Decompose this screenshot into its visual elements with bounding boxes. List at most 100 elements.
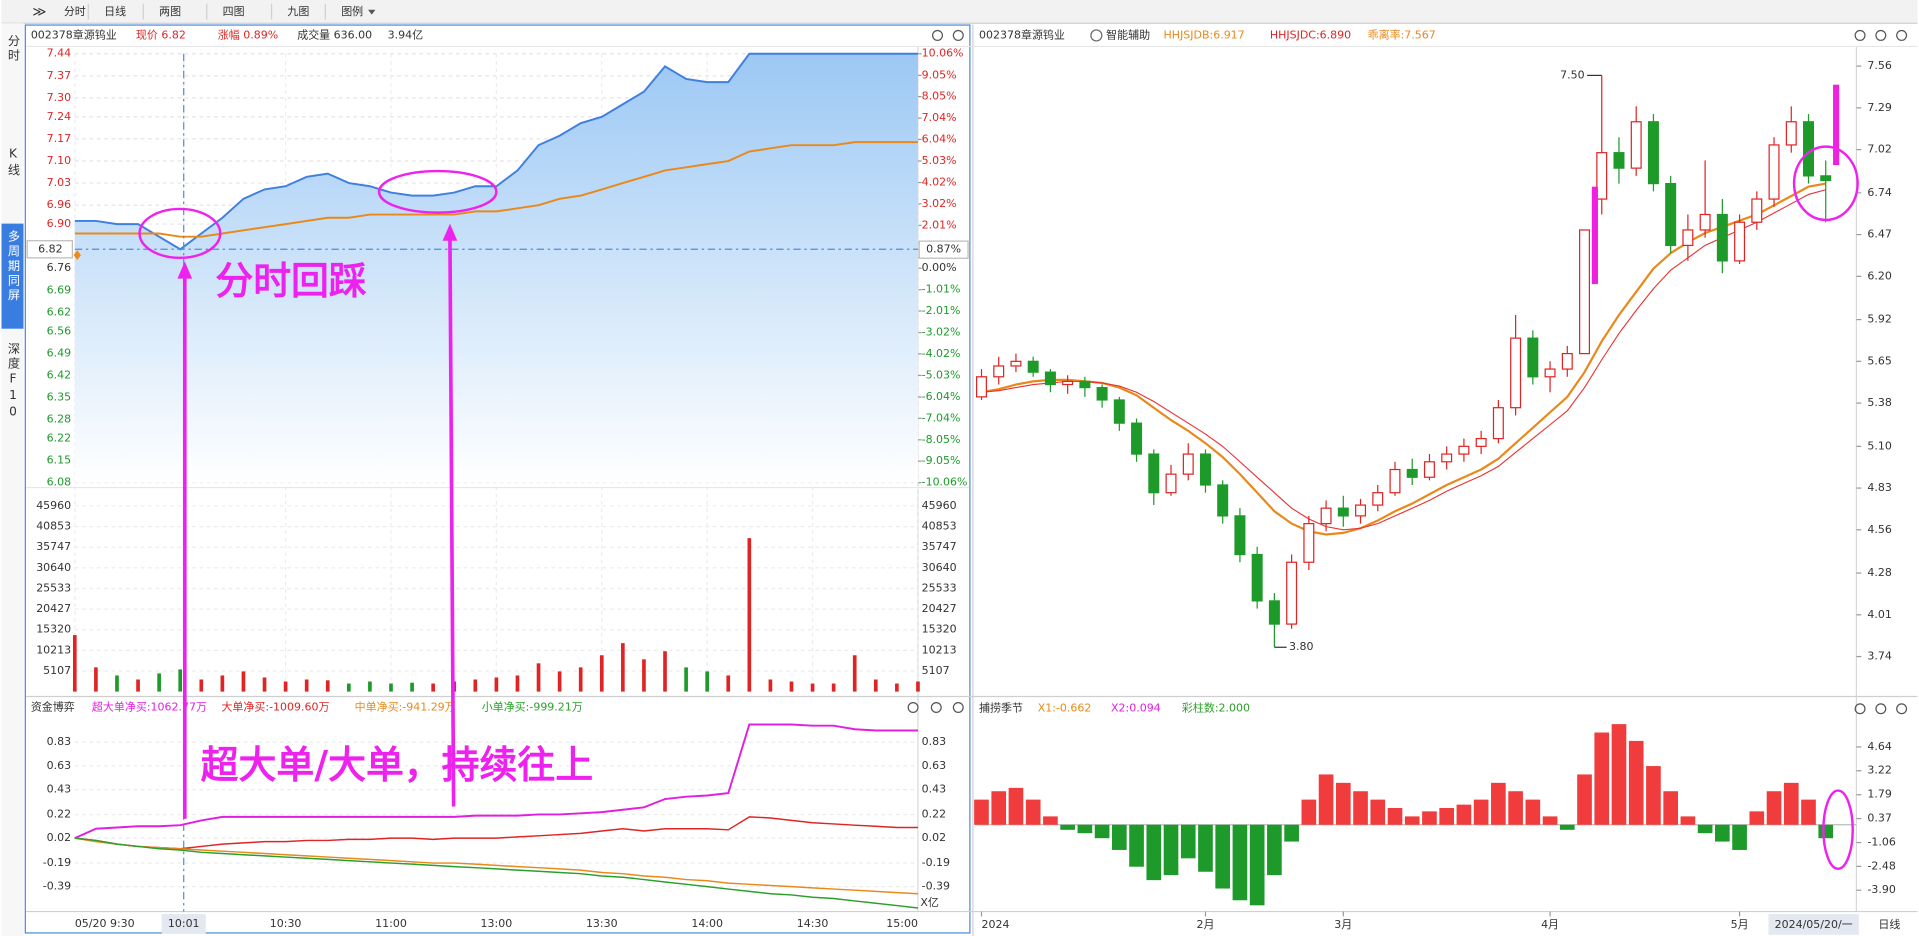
- panel-icon[interactable]: [1896, 29, 1908, 41]
- oscillator-bar: [1025, 799, 1041, 825]
- y2-tick-label: 0.63: [922, 759, 946, 772]
- sidebar-item[interactable]: 分时: [6, 34, 20, 64]
- candle-body: [1802, 121, 1814, 177]
- candle-body: [1423, 461, 1435, 478]
- y-tick-label: 7.29: [1867, 101, 1891, 114]
- cursor-label-box: [161, 914, 206, 934]
- x-tick-label: 05/20 9:30: [75, 917, 135, 930]
- oscillator-bar: [1491, 782, 1506, 825]
- y-tick-label: 6.62: [47, 305, 71, 318]
- x-tick-label: 11:00: [375, 917, 407, 930]
- x-tick-label: 2月: [1196, 918, 1214, 931]
- high-label: 7.50: [1560, 68, 1584, 81]
- candle-body: [1286, 561, 1298, 625]
- candle-body: [1079, 380, 1091, 389]
- sidebar-item[interactable]: K线: [6, 147, 20, 178]
- dropdown-icon: [368, 9, 376, 15]
- panel-icon[interactable]: [1896, 703, 1908, 715]
- toolbar-tab[interactable]: 两图: [159, 5, 181, 18]
- panel-icon[interactable]: [907, 702, 919, 713]
- flow-unit: X亿: [920, 896, 939, 909]
- volume-bar: [389, 683, 393, 692]
- volume-bar: [136, 679, 140, 692]
- toolbar-tab[interactable]: 图例: [341, 4, 363, 18]
- y-tick-label: 6.56: [47, 324, 71, 337]
- y-tick-label: 3.22: [1867, 764, 1891, 777]
- y2-tick-label: -0.19: [922, 856, 950, 869]
- y2-tick-label: 6.04%: [922, 132, 957, 145]
- signal-bar: [1591, 186, 1598, 285]
- candle-body: [1062, 380, 1074, 386]
- y-tick-label: 0.22: [47, 807, 71, 820]
- y-tick-label: 6.35: [47, 391, 71, 404]
- x-tick-label: 3月: [1334, 918, 1352, 931]
- oscillator-title: 捕捞季节: [979, 701, 1023, 715]
- toolbar-tab[interactable]: 九图: [287, 5, 309, 18]
- period-button[interactable]: 日线: [1878, 917, 1900, 931]
- volume-bar: [241, 671, 246, 692]
- volume-bar: [283, 681, 288, 692]
- candle-body: [1527, 337, 1539, 378]
- x-tick-label: 14:00: [691, 917, 723, 930]
- x-tick-label: 15:00: [886, 917, 918, 930]
- candle-body: [1820, 175, 1832, 182]
- y2-tick-label: -3.02%: [922, 326, 961, 339]
- sidebar-item[interactable]: 深度F10: [6, 342, 20, 421]
- oscillator-bar: [1732, 824, 1747, 850]
- oscillator-bar: [1715, 824, 1730, 842]
- panel-icon[interactable]: [932, 29, 944, 41]
- candle-body: [1716, 213, 1728, 262]
- arrow-head: [442, 223, 458, 241]
- panel-icon[interactable]: [1875, 703, 1887, 715]
- toolbar-tab[interactable]: 日线: [104, 4, 126, 18]
- oscillator-bar: [1180, 824, 1196, 859]
- volume-bar: [810, 683, 815, 692]
- y-tick-label: 45960: [36, 499, 71, 512]
- oscillator-bar: [1783, 782, 1799, 825]
- toolbar-tab[interactable]: 四图: [223, 5, 245, 18]
- candle-body: [1768, 144, 1780, 200]
- oscillator-bar: [1267, 824, 1282, 876]
- x-tick-label: 5月: [1731, 918, 1749, 931]
- volume-bar: [431, 683, 435, 692]
- panel-icon[interactable]: [952, 702, 964, 713]
- y2-tick-label: -4.02%: [922, 347, 961, 360]
- expand-icon[interactable]: ≫: [32, 5, 46, 20]
- flow-line: [74, 837, 918, 895]
- volume-bar: [599, 655, 604, 692]
- toolbar-tab[interactable]: 分时: [64, 5, 86, 18]
- sidebar-item[interactable]: 多周期同屏: [6, 229, 20, 303]
- panel-icon[interactable]: [930, 702, 942, 713]
- y-tick-label: 6.22: [47, 432, 71, 445]
- volume-bar: [621, 643, 625, 692]
- x-tick-label: 13:30: [586, 917, 618, 930]
- oscillator-bar: [1387, 808, 1403, 825]
- oscillator-bar: [1249, 824, 1265, 906]
- y-tick-label: 7.37: [47, 69, 71, 82]
- y2-tick-label: 3.02%: [922, 197, 957, 210]
- assist-icon[interactable]: [1090, 29, 1103, 42]
- panel-icon[interactable]: [1875, 29, 1887, 41]
- panel-icon[interactable]: [1854, 703, 1866, 715]
- volume-bar: [536, 663, 541, 692]
- panel-icon[interactable]: [1854, 29, 1866, 41]
- volume-bar: [115, 675, 119, 692]
- legend-entry: 小单净买:-999.21万: [482, 699, 583, 713]
- panel-icon[interactable]: [952, 29, 964, 41]
- candle-body: [1010, 360, 1022, 367]
- candle-body: [1630, 121, 1642, 169]
- amount: 3.94亿: [388, 28, 423, 41]
- y2-tick-label: 5107: [922, 664, 950, 677]
- oscillator-bar: [1456, 804, 1472, 825]
- oscillator-bar: [1559, 824, 1575, 830]
- y-tick-label: 6.42: [47, 368, 71, 381]
- volume-bar: [368, 681, 372, 692]
- oscillator-bar: [1008, 787, 1024, 825]
- assist[interactable]: 智能辅助: [1106, 27, 1150, 41]
- candle-body: [1406, 468, 1418, 478]
- volume-bar: [515, 675, 520, 692]
- oscillator-bar: [1060, 824, 1075, 830]
- y2-tick-label: 5.03%: [922, 154, 957, 167]
- annotation-shapes: [138, 145, 1859, 871]
- candle-body: [1251, 553, 1263, 602]
